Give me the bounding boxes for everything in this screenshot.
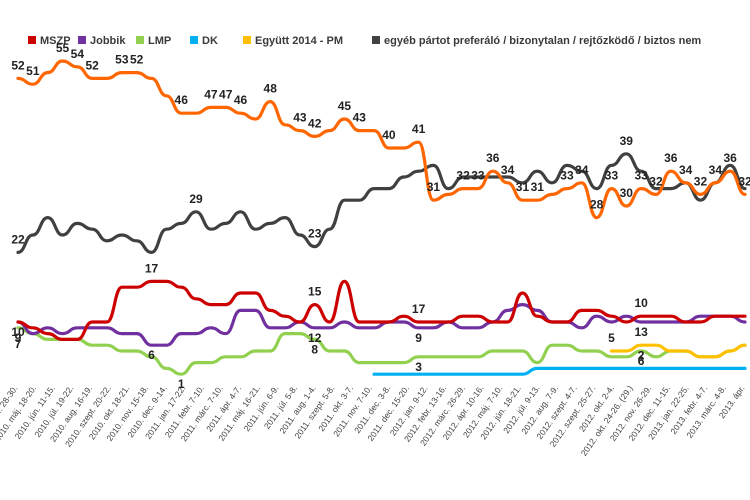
data-label: 12 [308,331,322,345]
data-label: 36 [486,151,500,165]
data-label: 34 [679,163,693,177]
data-label: 43 [353,111,367,125]
legend-swatch [372,36,380,44]
data-label: 31 [516,180,530,194]
data-label: 52 [130,53,144,67]
data-label: 17 [412,302,426,316]
data-label: 34 [501,163,515,177]
data-label: 10 [634,296,648,310]
data-label: 53 [115,53,129,67]
data-label: 41 [412,122,426,136]
data-label: 47 [204,87,218,101]
data-label: 32 [694,174,708,188]
data-label: 32 [738,174,750,188]
data-label: 55 [56,41,70,55]
data-label: 32 [649,174,663,188]
data-label: 34 [575,163,589,177]
legend-entry-1: MSZP [28,35,71,47]
legend-swatch [28,36,36,44]
data-label: 42 [308,116,322,130]
legend-label: Együtt 2014 - PM [255,35,343,47]
series-line-5 [609,343,747,359]
data-label: 17 [145,261,159,275]
legend-swatch [78,36,86,44]
data-label: 48 [264,82,278,96]
data-label: 13 [634,325,648,339]
legend-entry-4: DK [190,35,218,47]
data-label: 2 [638,348,645,362]
legend-swatch [243,36,251,44]
data-label: 47 [219,87,233,101]
data-label: 1 [178,377,185,391]
data-label: 32 [456,169,470,183]
data-label: 6 [638,354,645,368]
data-label: 33 [605,169,619,183]
data-label: 6 [148,348,155,362]
data-label: 36 [664,151,678,165]
data-label: 33 [471,169,485,183]
data-label: 15 [308,285,322,299]
data-label: 46 [175,93,189,107]
data-label: 10 [11,325,25,339]
data-label: 33 [634,169,648,183]
data-label: 52 [11,58,25,72]
data-label: 23 [308,227,322,241]
legend-swatch [136,36,144,44]
x-axis-ticks: 2010. ápr. 28-30.2010. máj. 18-20.2010. … [0,383,747,457]
series-lines [16,59,747,376]
data-label: 54 [71,47,85,61]
legend-entry-5: Együtt 2014 - PM [243,35,343,47]
data-label: 40 [382,128,396,142]
data-label: 30 [620,186,634,200]
series-line-2 [16,303,747,347]
data-label: 9 [415,331,422,345]
data-label: 43 [293,111,307,125]
data-label: 39 [620,134,634,148]
data-label: 3 [415,360,422,374]
data-label: 36 [723,151,737,165]
data-label: 33 [560,169,574,183]
legend-entry-6: egyéb pártot preferáló / bizonytalan / r… [372,35,701,47]
data-label: 7 [15,337,22,351]
data-label: 8 [311,342,318,356]
data-label: 31 [427,180,441,194]
data-label: 45 [338,99,352,113]
series-line-6 [16,152,747,254]
legend-label: LMP [148,35,171,47]
legend-entry-2: Jobbik [78,35,126,47]
legend-label: MSZP [40,35,71,47]
series-line-3 [16,326,747,376]
data-label: 9 [15,331,22,345]
series-line-4 [372,366,747,376]
series-line-0 [16,59,747,220]
data-label: 5 [608,331,615,345]
data-label: 29 [189,192,203,206]
legend-entry-3: LMP [136,35,171,47]
data-label: 46 [234,93,248,107]
series-line-1 [16,279,747,341]
legend-label: Jobbik [90,35,126,47]
legend-label: DK [202,35,218,47]
data-label: 31 [531,180,545,194]
data-label: 22 [11,232,25,246]
data-label: 52 [86,58,100,72]
legend-swatch [190,36,198,44]
data-label: 28 [590,198,604,212]
legend-label: egyéb pártot preferáló / bizonytalan / r… [384,35,701,47]
data-label: 51 [26,64,40,78]
data-label: 34 [709,163,723,177]
